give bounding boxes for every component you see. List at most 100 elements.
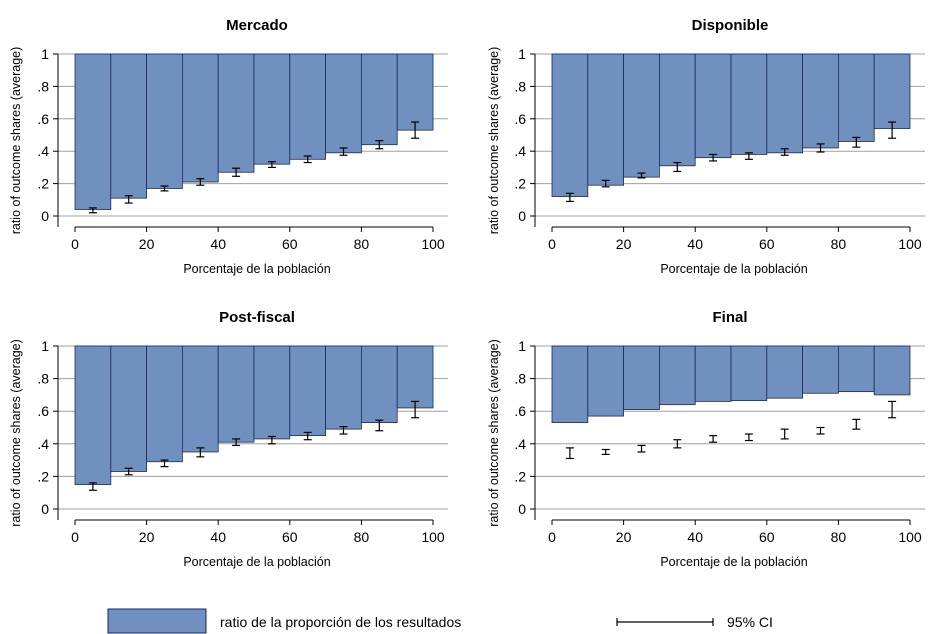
bar bbox=[802, 345, 839, 394]
y-tick-label: .4 bbox=[37, 436, 49, 452]
x-tick-label: 40 bbox=[687, 529, 703, 545]
ci-errorbar bbox=[744, 433, 753, 442]
y-axis-label: ratio of outcome shares (average) bbox=[487, 339, 501, 527]
bar bbox=[74, 53, 112, 210]
chart-title: Final bbox=[712, 309, 747, 326]
x-tick-label: 80 bbox=[354, 529, 370, 545]
bar bbox=[325, 53, 362, 154]
bar bbox=[360, 345, 398, 424]
x-axis-label: Porcentaje de la población bbox=[660, 555, 807, 569]
x-tick-label: 0 bbox=[71, 236, 79, 252]
ci-errorbar bbox=[411, 400, 420, 419]
ci-errorbar bbox=[375, 419, 384, 432]
bar bbox=[253, 53, 291, 165]
y-tick-label: .8 bbox=[37, 371, 49, 387]
x-tick-label: 100 bbox=[898, 236, 922, 252]
bar bbox=[766, 53, 803, 154]
ci-errorbar bbox=[601, 179, 610, 188]
ci-errorbar bbox=[160, 185, 169, 192]
y-tick-label: .2 bbox=[37, 176, 49, 192]
legend-bar-swatch bbox=[107, 608, 207, 634]
y-tick-label: 1 bbox=[518, 46, 526, 62]
y-tick-label: .8 bbox=[37, 78, 49, 94]
bar bbox=[396, 345, 434, 409]
ci-errorbar bbox=[637, 172, 646, 179]
bar bbox=[694, 345, 732, 402]
ci-errorbar bbox=[565, 447, 574, 460]
y-axis-label: ratio of outcome shares (average) bbox=[9, 339, 23, 527]
ci-errorbar bbox=[888, 400, 897, 419]
ci-errorbar bbox=[888, 121, 897, 139]
y-tick-label: .8 bbox=[514, 371, 526, 387]
ci-errorbar bbox=[160, 459, 169, 468]
bar bbox=[289, 345, 326, 437]
y-tick-label: .6 bbox=[37, 111, 49, 127]
bar bbox=[838, 345, 875, 393]
ci-errorbar bbox=[780, 428, 789, 440]
bar bbox=[146, 53, 183, 189]
ci-errorbar bbox=[673, 161, 682, 173]
y-tick-label: .2 bbox=[514, 468, 526, 484]
x-tick-label: 60 bbox=[282, 529, 298, 545]
ci-errorbar bbox=[303, 431, 312, 441]
x-tick-label: 40 bbox=[687, 236, 703, 252]
ci-errorbar bbox=[267, 161, 276, 168]
bar bbox=[146, 345, 183, 463]
y-tick-label: .8 bbox=[514, 78, 526, 94]
bar bbox=[730, 345, 768, 402]
bar bbox=[694, 53, 732, 159]
bar bbox=[360, 53, 398, 146]
y-tick-label: 0 bbox=[518, 208, 526, 224]
bar bbox=[659, 53, 696, 167]
y-axis-label: ratio of outcome shares (average) bbox=[9, 47, 23, 235]
bar bbox=[551, 53, 589, 197]
chart-panel-3: Post-fiscal 0 .2 .4 .6 .8 1 0 20 40 60 80 100 Porcent… bbox=[9, 309, 448, 569]
ci-errorbar bbox=[88, 207, 97, 214]
bar bbox=[659, 345, 696, 406]
ci-errorbar bbox=[673, 439, 682, 449]
ci-errorbar bbox=[267, 435, 276, 445]
y-tick-label: .6 bbox=[514, 111, 526, 127]
bar bbox=[325, 345, 362, 430]
x-tick-label: 100 bbox=[421, 236, 445, 252]
bar bbox=[873, 345, 911, 396]
x-tick-label: 40 bbox=[210, 529, 226, 545]
y-tick-label: .6 bbox=[37, 403, 49, 419]
y-tick-label: .2 bbox=[514, 176, 526, 192]
legend-ci-label: 95% CI bbox=[727, 614, 773, 630]
ci-errorbar bbox=[124, 195, 133, 204]
ci-errorbar bbox=[232, 167, 241, 177]
ci-errorbar bbox=[816, 143, 825, 153]
x-axis-label: Porcentaje de la población bbox=[183, 262, 330, 276]
x-tick-label: 0 bbox=[548, 236, 556, 252]
bar bbox=[802, 53, 839, 149]
ci-errorbar bbox=[709, 153, 718, 162]
bar bbox=[217, 345, 255, 443]
ci-errorbar bbox=[816, 426, 825, 435]
x-tick-label: 0 bbox=[548, 529, 556, 545]
x-tick-label: 20 bbox=[616, 236, 632, 252]
x-tick-label: 60 bbox=[759, 529, 775, 545]
ci-errorbar bbox=[375, 140, 384, 150]
bar bbox=[766, 345, 803, 399]
chart-title: Mercado bbox=[226, 17, 288, 34]
bar bbox=[623, 53, 660, 178]
chart-panel-2: Disponible 0 .2 .4 .6 .8 1 0 20 40 60 80 100 Porcenta… bbox=[487, 17, 925, 276]
bar bbox=[289, 53, 326, 160]
bar bbox=[181, 53, 219, 183]
bar bbox=[217, 53, 255, 173]
chart-panel-1: Mercado 0 .2 .4 .6 .8 1 0 20 40 60 80 100 Porcentaje … bbox=[9, 17, 448, 276]
bar bbox=[110, 53, 148, 199]
ci-errorbar bbox=[852, 136, 861, 148]
ci-errorbar bbox=[232, 438, 241, 447]
bar bbox=[730, 53, 768, 155]
ci-errorbar bbox=[744, 152, 753, 160]
ci-errorbar bbox=[709, 435, 718, 443]
x-tick-label: 100 bbox=[421, 529, 445, 545]
ci-errorbar bbox=[303, 155, 312, 164]
ci-errorbar bbox=[601, 448, 610, 455]
ci-errorbar bbox=[565, 192, 574, 203]
y-tick-label: .2 bbox=[37, 468, 49, 484]
bar bbox=[587, 345, 624, 417]
